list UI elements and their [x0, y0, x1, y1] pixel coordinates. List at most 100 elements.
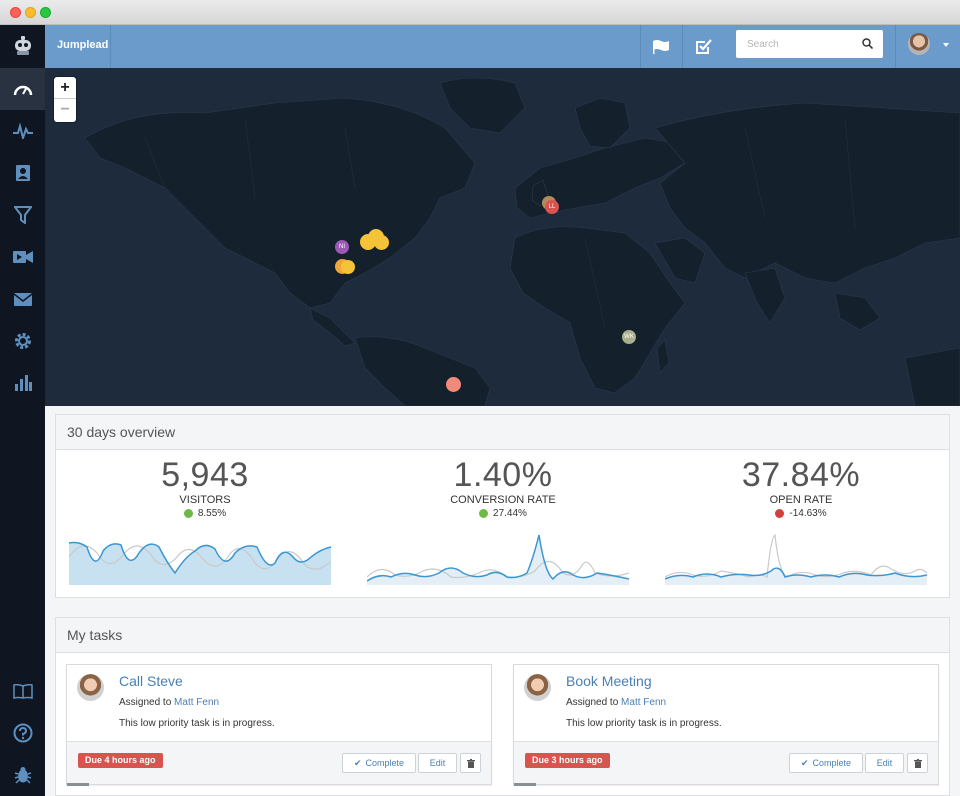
scroll-indicator[interactable] — [514, 783, 536, 786]
sidebar-item-reports[interactable] — [0, 362, 45, 404]
complete-button[interactable]: ✔ Complete — [342, 753, 416, 773]
metric-open-rate: 37.84% OPEN RATE -14.63% — [676, 458, 926, 519]
sidebar-item-video[interactable] — [0, 236, 45, 278]
metric-change-value: -14.63% — [789, 508, 827, 519]
metric-value: 1.40% — [453, 456, 553, 494]
assigned-prefix: Assigned to — [566, 697, 619, 708]
visitors-sparkline — [69, 541, 331, 585]
dashboard-gauge-icon — [13, 85, 32, 96]
metric-change-value: 8.55% — [197, 508, 227, 519]
edit-button[interactable]: Edit — [865, 753, 904, 773]
edit-button[interactable]: Edit — [418, 753, 457, 773]
sidebar — [0, 25, 45, 796]
task-title-link[interactable]: Book Meeting — [566, 673, 652, 689]
map-marker-ll[interactable]: LL — [545, 200, 559, 214]
trash-icon — [466, 758, 475, 768]
open-rate-sparkline — [665, 534, 927, 585]
complete-label: Complete — [812, 758, 852, 768]
metric-label: OPEN RATE — [769, 494, 833, 506]
sidebar-item-settings[interactable] — [0, 320, 45, 362]
visitor-map[interactable]: + − LL NI WK — [45, 68, 960, 406]
task-assigned: Assigned to Matt Fenn — [566, 697, 666, 708]
search-box — [736, 30, 883, 58]
metric-visitors: 5,943 VISITORS 8.55% — [80, 458, 330, 519]
funnel-icon — [13, 206, 32, 224]
sidebar-item-activity[interactable] — [0, 110, 45, 152]
assignee-link[interactable]: Matt Fenn — [621, 697, 667, 708]
check-icon: ✔ — [800, 757, 809, 768]
contacts-icon — [15, 165, 30, 181]
sidebar-item-help[interactable] — [0, 712, 45, 754]
bar-chart-icon — [14, 375, 32, 391]
map-marker[interactable] — [446, 377, 461, 392]
tasks-panel: My tasks Call Steve Assigned to Matt Fen… — [55, 617, 950, 796]
brand-name[interactable]: Jumplead — [45, 25, 111, 68]
assignee-link[interactable]: Matt Fenn — [174, 697, 220, 708]
arrow-up-icon — [479, 509, 489, 518]
sidebar-item-contacts[interactable] — [0, 152, 45, 194]
search-icon[interactable] — [862, 38, 873, 49]
metric-value: 37.84% — [741, 456, 861, 494]
envelope-icon — [13, 292, 32, 306]
scroll-indicator[interactable] — [67, 783, 89, 786]
activity-pulse-icon — [12, 123, 33, 139]
caret-down-icon[interactable] — [943, 43, 949, 47]
metric-change-value: 27.44% — [493, 508, 527, 519]
user-menu[interactable] — [895, 25, 960, 68]
map-marker[interactable] — [374, 235, 389, 250]
bug-icon — [14, 767, 31, 784]
check-square-icon — [696, 38, 712, 54]
sidebar-item-email[interactable] — [0, 278, 45, 320]
check-icon: ✔ — [353, 757, 362, 768]
robot-logo-icon[interactable] — [0, 25, 45, 67]
arrow-down-icon — [775, 509, 785, 518]
map-marker[interactable] — [341, 260, 355, 274]
metric-change: -14.63% — [676, 508, 926, 519]
due-badge: Due 3 hours ago — [525, 753, 610, 768]
task-title-link[interactable]: Call Steve — [119, 673, 183, 689]
tasks-title: My tasks — [56, 618, 949, 653]
task-card: Call Steve Assigned to Matt Fenn This lo… — [66, 664, 492, 786]
metric-value: 5,943 — [161, 456, 249, 494]
delete-button[interactable] — [460, 753, 481, 773]
flag-icon — [653, 39, 669, 54]
map-marker-ni[interactable]: NI — [335, 240, 349, 254]
sidebar-item-bugs[interactable] — [0, 754, 45, 796]
complete-label: Complete — [365, 758, 405, 768]
zoom-out-button[interactable]: − — [60, 101, 70, 118]
task-description: This low priority task is in progress. — [566, 718, 722, 729]
overview-title: 30 days overview — [56, 415, 949, 450]
trash-icon — [913, 758, 922, 768]
maximize-window-button[interactable] — [40, 7, 51, 18]
complete-button[interactable]: ✔ Complete — [789, 753, 863, 773]
sidebar-item-funnel[interactable] — [0, 194, 45, 236]
zoom-control: + − — [54, 77, 76, 122]
due-badge: Due 4 hours ago — [78, 753, 163, 768]
sidebar-item-docs[interactable] — [0, 670, 45, 712]
delete-button[interactable] — [907, 753, 928, 773]
map-marker-wk[interactable]: WK — [622, 330, 636, 344]
assignee-avatar — [524, 674, 551, 701]
messages-button[interactable] — [640, 25, 682, 68]
metric-label: VISITORS — [179, 494, 231, 506]
overview-panel: 30 days overview 5,943 VISITORS 8.55% 1.… — [55, 414, 950, 598]
metric-change: 8.55% — [80, 508, 330, 519]
world-map — [84, 77, 960, 406]
top-navbar: Jumplead — [45, 25, 960, 68]
close-window-button[interactable] — [10, 7, 21, 18]
search-input[interactable] — [736, 30, 856, 58]
task-assigned: Assigned to Matt Fenn — [119, 697, 219, 708]
tasks-button[interactable] — [682, 25, 724, 68]
metric-label: CONVERSION RATE — [450, 494, 556, 506]
metric-conversion-rate: 1.40% CONVERSION RATE 27.44% — [378, 458, 628, 519]
user-avatar[interactable] — [908, 33, 930, 55]
settings-gear-icon — [14, 333, 31, 349]
conversion-sparkline — [367, 534, 629, 585]
minimize-window-button[interactable] — [25, 7, 36, 18]
window-titlebar — [0, 0, 960, 25]
sidebar-item-dashboard[interactable] — [0, 68, 45, 110]
help-icon — [13, 723, 32, 743]
task-card: Book Meeting Assigned to Matt Fenn This … — [513, 664, 939, 786]
zoom-in-button[interactable]: + — [54, 77, 76, 99]
